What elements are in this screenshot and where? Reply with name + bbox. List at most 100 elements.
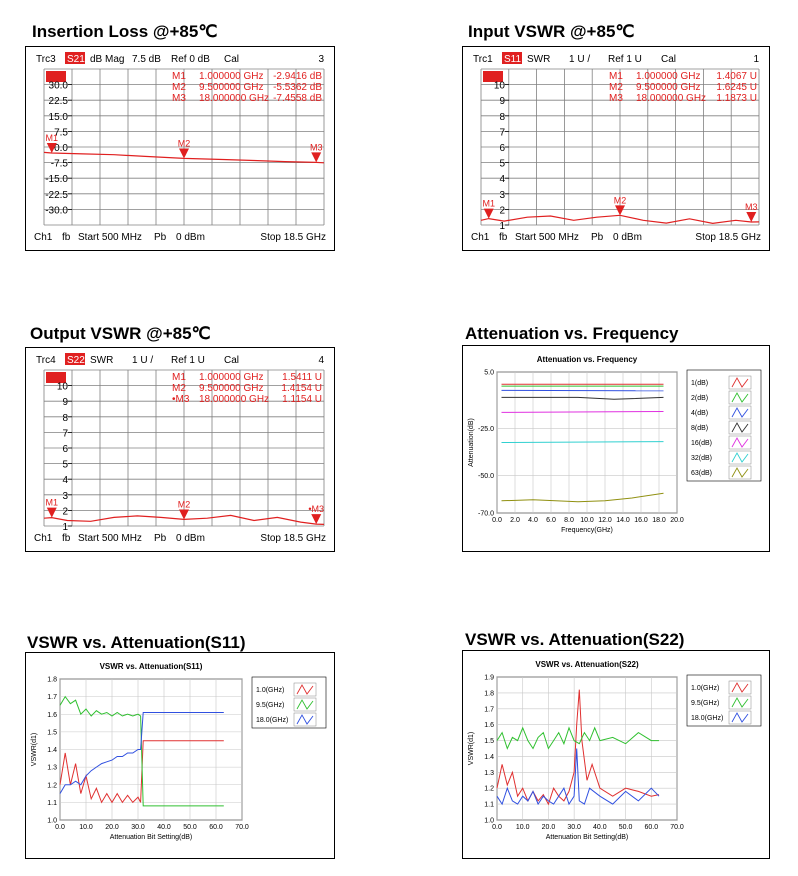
y-tick-label: 6 <box>62 444 68 455</box>
param-label: S11 <box>504 54 521 65</box>
legend-label: 1(dB) <box>691 380 708 387</box>
marker-triangle <box>179 509 189 520</box>
scale-label: 7.5 dB <box>132 54 161 65</box>
y-tick-label: 1.2 <box>47 782 57 789</box>
footer-start: Start 500 MHz <box>515 232 579 243</box>
y-tick-label: 1.3 <box>484 770 494 777</box>
vna-panel-output-vswr: Trc4 S22 SWR 1 U / Ref 1 U Cal 4 10 9 8 7 6 5 4 3 2 1 M1 1… <box>25 347 335 552</box>
y-tick-label: 6 <box>499 143 505 154</box>
x-tick-label: 30.0 <box>567 824 581 831</box>
vna-display: Trc4 S22 SWR 1 U / Ref 1 U Cal 4 10 9 8 7 6 5 4 3 2 1 M1 1… <box>34 353 326 544</box>
footer-stop: Stop 18.5 GHz <box>260 232 326 243</box>
legend-label: 1.0(GHz) <box>256 687 284 694</box>
scale-label: 1 U / <box>569 54 590 65</box>
marker-triangle <box>179 148 189 159</box>
x-tick-label: 70.0 <box>235 824 249 831</box>
marker-readout-freq: 1.000000 GHz <box>199 372 264 383</box>
x-tick-label: 40.0 <box>593 824 607 831</box>
x-tick-label: 60.0 <box>644 824 658 831</box>
plot-display: VSWR vs. Attenuation(S22) 0.0 10.0 20.0 30.0… <box>468 660 762 841</box>
param-badge <box>502 52 522 64</box>
footer-channel: Ch1 <box>34 533 53 544</box>
y-tick-label: 1.1 <box>484 802 494 809</box>
param-badge <box>65 52 85 64</box>
legend-swatch-line <box>731 392 749 403</box>
y-tick-label: 1.3 <box>47 765 57 772</box>
legend-swatch-line <box>731 682 749 693</box>
trace-tag <box>483 71 503 82</box>
marker-label: M1 <box>46 498 59 508</box>
legend-label: 8(dB) <box>691 425 708 432</box>
legend-label: 18.0(GHz) <box>691 715 723 722</box>
param-label: S22 <box>67 355 85 366</box>
y-tick-label: 1.6 <box>47 712 57 719</box>
ref-label: Ref 0 dB <box>171 54 210 65</box>
footer-power: 0 dBm <box>613 232 642 243</box>
param-label: S21 <box>67 54 85 65</box>
marker-readout-label: M3 <box>609 93 623 104</box>
marker-label: •M3 <box>308 504 324 514</box>
plot-panel-vswr-s11: VSWR vs. Attenuation(S11) 0.0 10.0 20.0 30.0… <box>25 652 335 859</box>
marker-triangle <box>46 507 57 518</box>
marker-readout-label: M2 <box>609 82 623 93</box>
footer-pb: Pb <box>154 533 167 544</box>
marker-readout-freq: 9.500000 GHz <box>636 82 701 93</box>
y-axis-label: VSWR(d1) <box>468 732 475 765</box>
x-tick-label: 20.0 <box>670 517 684 524</box>
ref-label: Ref 1 U <box>171 355 205 366</box>
y-tick-label: 1.5 <box>47 729 57 736</box>
marker-readout-freq: 18.000000 GHz <box>199 394 269 405</box>
y-tick-label: 30.0 <box>49 81 69 92</box>
marker-triangle <box>311 514 322 525</box>
y-tick-label: -50.0 <box>478 473 494 480</box>
legend-swatch-line <box>731 377 749 388</box>
series-line <box>59 712 224 794</box>
x-tick-label: 10.0 <box>580 517 594 524</box>
y-tick-label: 15.0 <box>49 112 69 123</box>
x-tick-label: 50.0 <box>183 824 197 831</box>
marker-readout-value: 1.4154 U <box>281 383 322 394</box>
y-tick-label: 7.5 <box>54 127 68 138</box>
marker-readout-value: 1.6245 U <box>716 82 757 93</box>
marker-readout-freq: 18.000000 GHz <box>636 93 706 104</box>
marker-readout-label: M1 <box>172 71 186 82</box>
marker-readout-value: 1.5411 U <box>282 372 322 383</box>
footer-start: Start 500 MHz <box>78 533 142 544</box>
marker-readout-value: -2.9416 dB <box>273 71 322 82</box>
plot-panel-attenuation: Attenuation vs. Frequency 0.0 2.0 4.0 6.0 8.0… <box>462 345 770 552</box>
y-axis-label: VSWR(d1) <box>31 733 38 766</box>
y-tick-label: 3 <box>62 491 68 502</box>
chart-title: VSWR vs. Attenuation(S22) <box>465 630 685 649</box>
y-tick-label: 2 <box>499 205 505 216</box>
y-tick-label: 1 <box>499 221 505 232</box>
footer-stop: Stop 18.5 GHz <box>695 232 761 243</box>
plot-inner-title: VSWR vs. Attenuation(S11) <box>100 662 203 671</box>
y-tick-label: 22.5 <box>49 96 69 107</box>
x-tick-label: 0.0 <box>55 824 65 831</box>
x-axis-label: Attenuation Bit Setting(dB) <box>546 834 629 841</box>
chart-title: Output VSWR @+85℃ <box>30 324 211 343</box>
legend-label: 18.0(GHz) <box>256 717 288 724</box>
channel-number: 1 <box>753 54 759 65</box>
chart-title: Input VSWR @+85℃ <box>468 22 635 41</box>
marker-readout-freq: 1.000000 GHz <box>636 71 701 82</box>
y-tick-label: -30.0 <box>45 205 68 216</box>
legend-label: 9.5(GHz) <box>256 702 284 709</box>
marker-readout-value: -7.4558 dB <box>273 93 322 104</box>
legend-label: 2(dB) <box>691 395 708 402</box>
y-tick-label: 1 <box>62 522 68 533</box>
marker-triangle <box>46 143 57 154</box>
plot-display: VSWR vs. Attenuation(S11) 0.0 10.0 20.0 30.0… <box>31 662 327 841</box>
series-line <box>496 689 660 806</box>
param-badge <box>65 353 85 365</box>
x-tick-label: 70.0 <box>670 824 684 831</box>
legend-label: 9.5(GHz) <box>691 700 719 707</box>
y-tick-label: 4 <box>499 174 505 185</box>
legend-swatch-line <box>731 697 749 708</box>
marker-readout-label: M1 <box>609 71 623 82</box>
marker-triangle <box>311 152 322 163</box>
marker-label: M1 <box>46 133 59 143</box>
y-tick-label: -7.5 <box>51 159 69 170</box>
marker-readout-label: M2 <box>172 383 186 394</box>
y-tick-label: 1.0 <box>484 818 494 825</box>
